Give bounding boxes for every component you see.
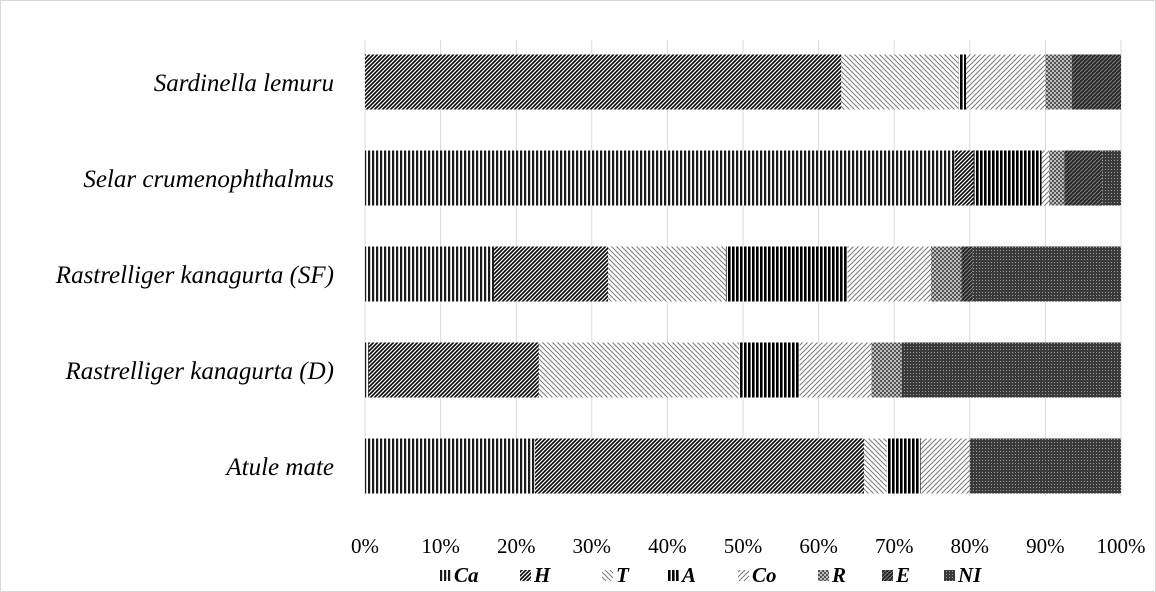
- category-label: Rastrelliger kanagurta (D): [65, 358, 334, 385]
- legend-label: T: [616, 563, 630, 587]
- x-tick-label: 20%: [497, 534, 536, 558]
- bar-segment: [886, 438, 921, 494]
- bar-segment: [608, 246, 726, 302]
- bar-segment: [494, 246, 609, 302]
- bar-segment: [841, 54, 959, 110]
- bar-segment: [799, 342, 872, 398]
- bar-segment: [847, 246, 932, 302]
- bar-segment: [931, 246, 962, 302]
- legend-swatch: [668, 570, 679, 581]
- legend-label: NI: [957, 563, 982, 587]
- legend-swatch: [882, 570, 893, 581]
- bar-segment: [954, 150, 974, 206]
- bar-segment: [1064, 150, 1103, 206]
- bar-segment: [365, 438, 536, 494]
- legend-label: H: [533, 563, 551, 587]
- x-tick-label: 100%: [1097, 534, 1146, 558]
- bar-segment: [365, 54, 842, 110]
- category-label: Selar crumenophthalmus: [83, 166, 334, 193]
- legend-label: A: [680, 563, 696, 587]
- bars: [365, 54, 1121, 494]
- category-label: Rastrelliger kanagurta (SF): [55, 262, 334, 289]
- legend-label: E: [895, 563, 910, 587]
- legend-swatch: [520, 570, 531, 581]
- legend-swatch: [602, 570, 613, 581]
- bar-segment: [739, 342, 800, 398]
- x-tick-label: 90%: [1026, 534, 1065, 558]
- bar-segment: [972, 246, 1121, 302]
- legend-swatch: [440, 570, 451, 581]
- bar-segment: [535, 438, 864, 494]
- legend-label: Co: [752, 563, 777, 587]
- bar-segment: [901, 342, 1121, 398]
- bar-segment: [973, 150, 1042, 206]
- category-labels: Sardinella lemuru Selar crumenophthalmus R…: [55, 70, 334, 481]
- bar-segment: [871, 342, 902, 398]
- x-tick-label: 80%: [951, 534, 990, 558]
- x-tick-label: 30%: [573, 534, 612, 558]
- bar-segment: [1041, 150, 1050, 206]
- legend-swatch: [818, 570, 829, 581]
- bar-segment: [966, 54, 1046, 110]
- legend-label: Ca: [454, 563, 479, 587]
- bar-segment: [1049, 150, 1065, 206]
- bar-segment: [920, 438, 970, 494]
- bar-segment: [365, 246, 495, 302]
- x-tick-label: 0%: [351, 534, 379, 558]
- x-tick-labels: 0% 10% 20% 30% 40% 50% 60% 70% 80% 90% 100%: [351, 534, 1146, 558]
- x-tick-label: 70%: [875, 534, 914, 558]
- bar-segment: [538, 342, 740, 398]
- bar-segment: [961, 246, 973, 302]
- legend-label: R: [831, 563, 846, 587]
- bar-segment: [365, 342, 369, 398]
- x-tick-label: 50%: [724, 534, 763, 558]
- bar-segment: [1102, 150, 1121, 206]
- bar-segment: [365, 150, 955, 206]
- x-tick-label: 40%: [648, 534, 687, 558]
- bar-segment: [1045, 54, 1072, 110]
- bar-segment: [725, 246, 848, 302]
- legend-swatch: [738, 570, 749, 581]
- category-label: Sardinella lemuru: [154, 70, 334, 97]
- x-tick-label: 10%: [421, 534, 460, 558]
- legend-swatch: [944, 570, 955, 581]
- bar-segment: [969, 438, 1121, 494]
- legend: Ca H T A Co R E NI: [440, 563, 982, 587]
- category-label: Atule mate: [224, 454, 334, 481]
- bar-segment: [368, 342, 539, 398]
- bar-segment: [958, 54, 967, 110]
- x-tick-label: 60%: [799, 534, 838, 558]
- bar-segment: [863, 438, 887, 494]
- bar-segment: [1071, 54, 1121, 110]
